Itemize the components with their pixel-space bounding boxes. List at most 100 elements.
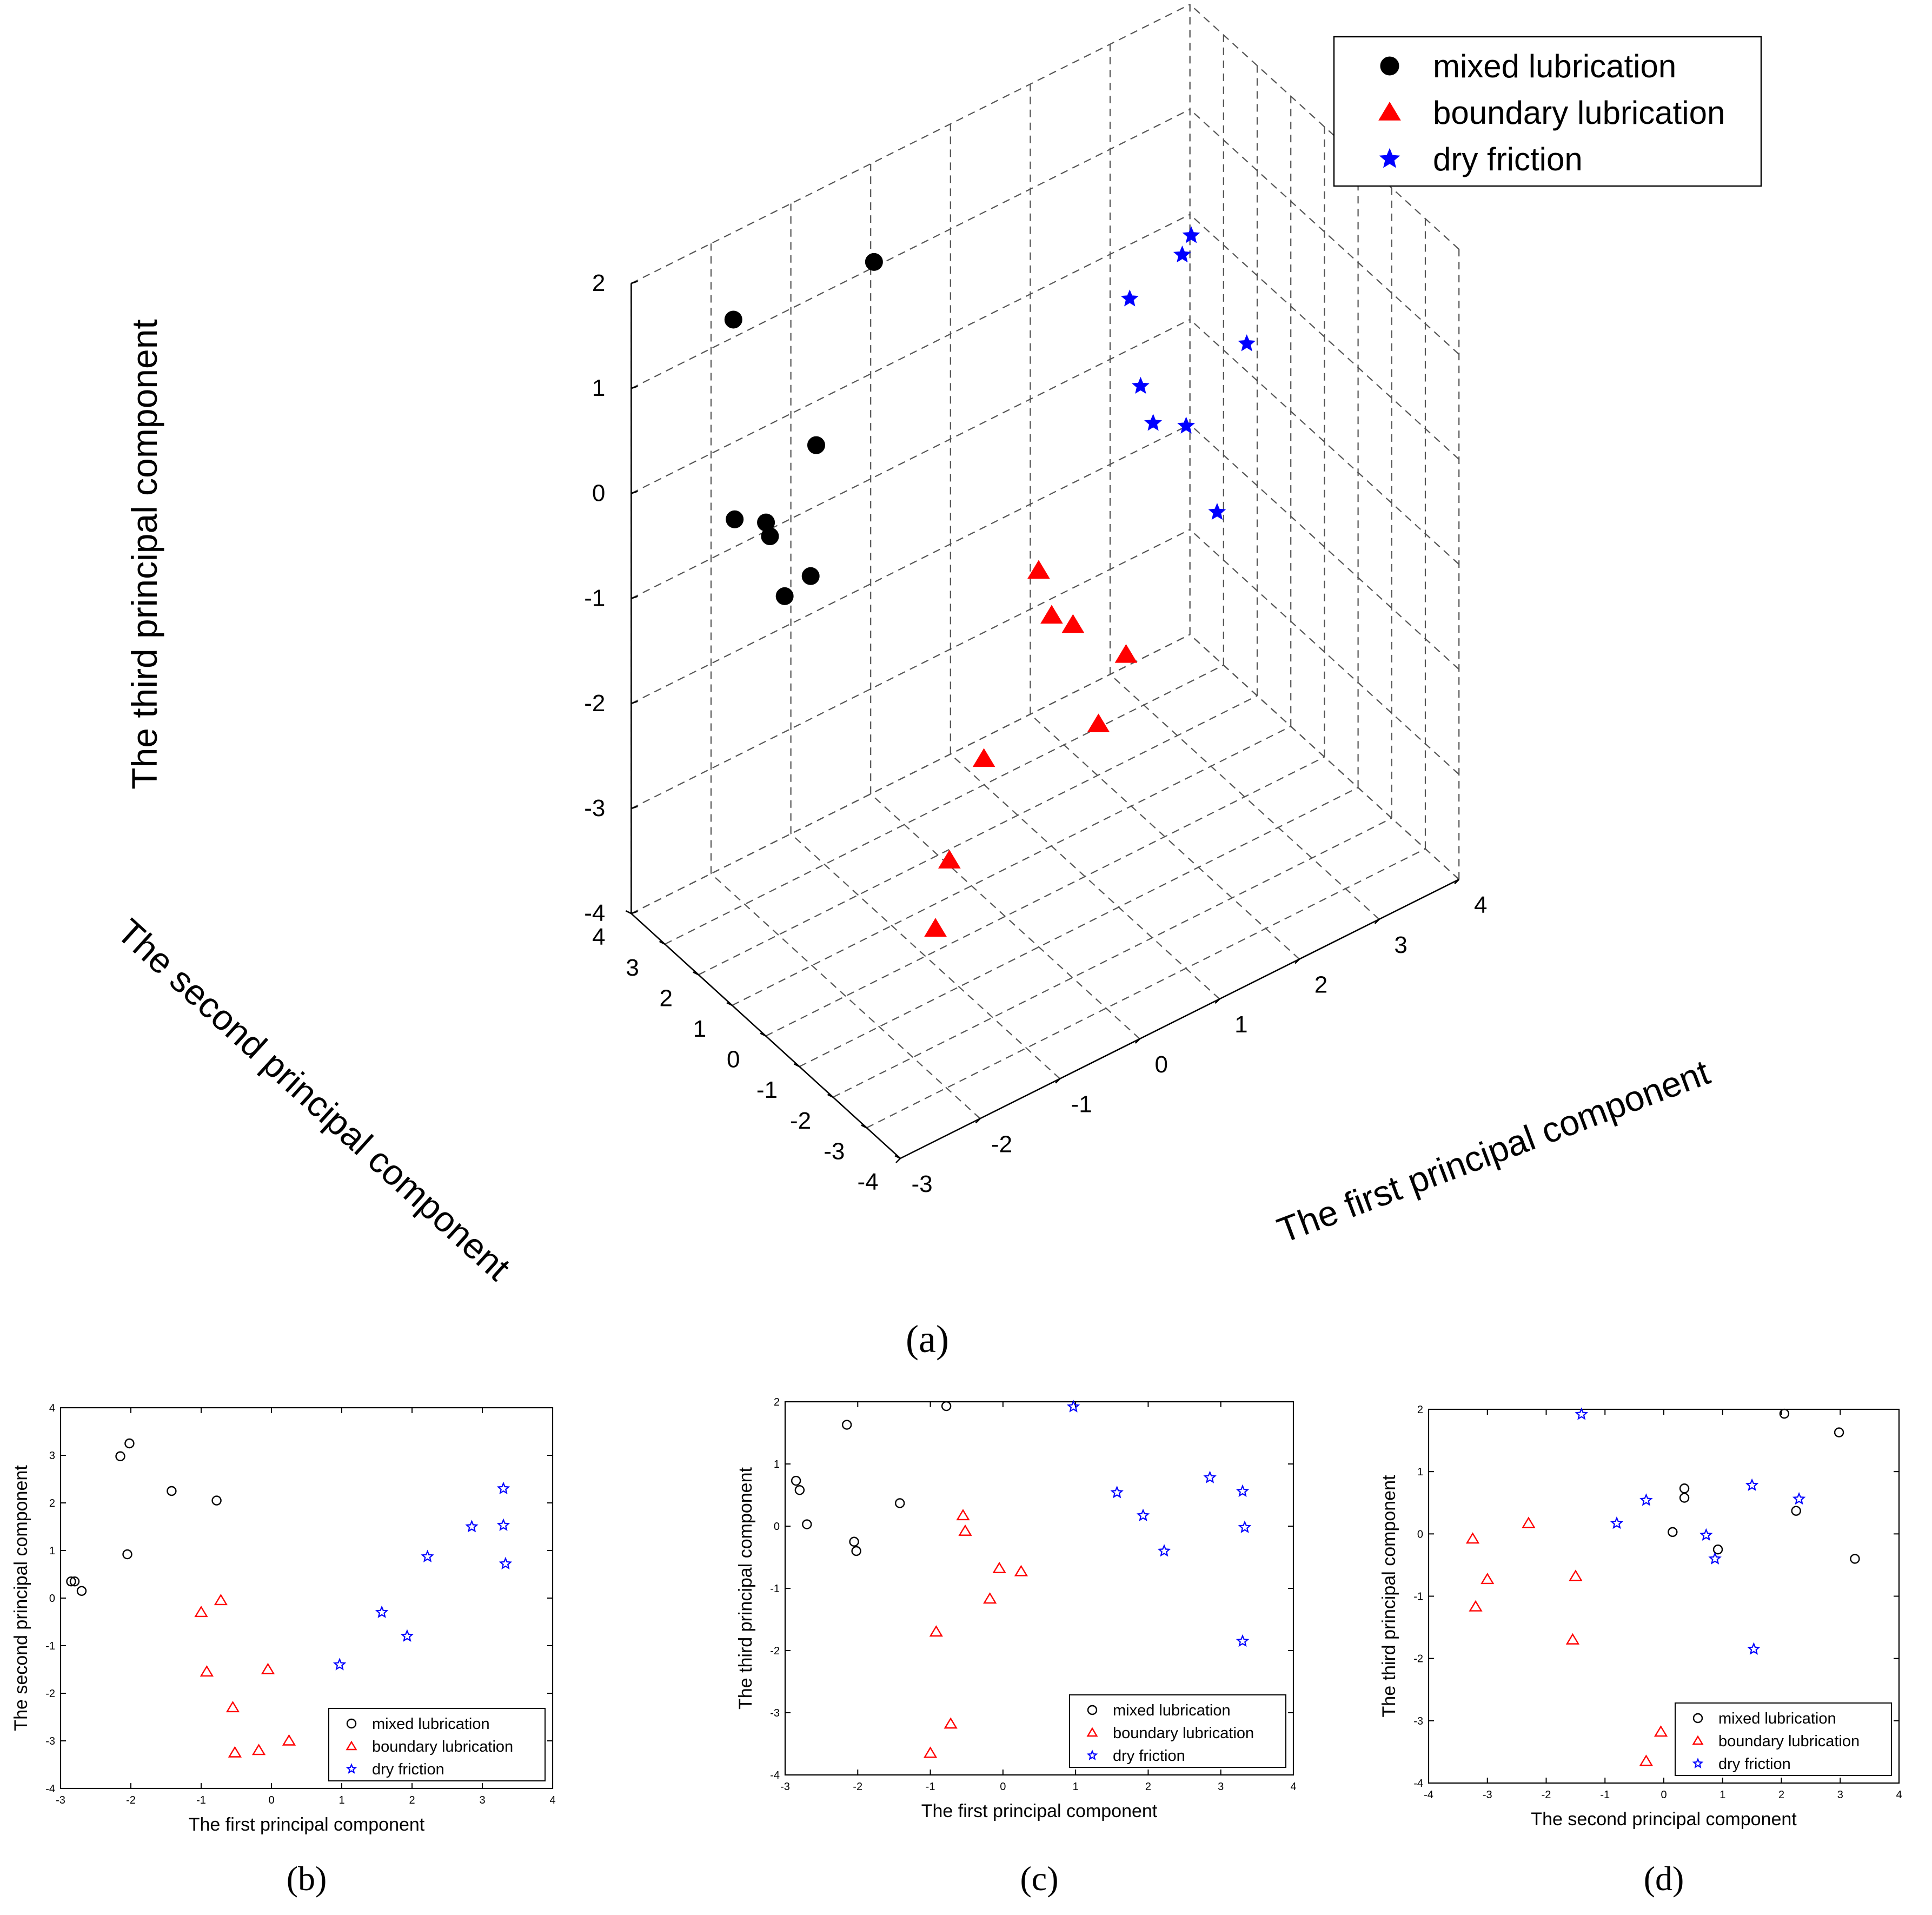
legend-c: mixed lubrication boundary lubrication dry… bbox=[1069, 1694, 1286, 1768]
data-point-boundary bbox=[923, 1746, 938, 1758]
y-tick-label: -4 bbox=[857, 1169, 878, 1195]
data-point-dry bbox=[496, 1518, 510, 1531]
data-point-boundary bbox=[200, 1665, 214, 1677]
data-point-dry bbox=[1745, 1478, 1759, 1491]
z-tick-label: -3 bbox=[584, 795, 605, 821]
data-point-dry bbox=[1173, 245, 1191, 263]
panel-label-a: (a) bbox=[906, 1317, 949, 1361]
y-tick-label: 3 bbox=[49, 1450, 55, 1462]
y-tick-label: -3 bbox=[45, 1735, 55, 1747]
x-tick-label: 0 bbox=[1661, 1789, 1667, 1801]
x-tick-label: 2 bbox=[409, 1794, 415, 1806]
data-point-mixed bbox=[941, 1401, 952, 1412]
x-tick-label: 4 bbox=[1474, 892, 1487, 918]
data-point-mixed bbox=[211, 1495, 222, 1506]
data-point-mixed bbox=[124, 1438, 135, 1449]
z-tick bbox=[630, 910, 638, 915]
legend-box bbox=[1333, 36, 1762, 187]
series-dry bbox=[1120, 226, 1256, 520]
y-tick-label: 2 bbox=[660, 985, 673, 1011]
x-tick-label: -1 bbox=[1071, 1091, 1092, 1118]
data-point-dry bbox=[1136, 1508, 1150, 1521]
data-point-dry bbox=[1236, 1634, 1250, 1647]
gridline bbox=[1189, 319, 1459, 565]
data-point-dry bbox=[1747, 1642, 1761, 1655]
legend-label-boundary: boundary lubrication bbox=[1433, 95, 1725, 131]
x-tick-label: -2 bbox=[853, 1781, 862, 1793]
data-point-dry bbox=[1208, 502, 1226, 520]
x-tick-label: 2 bbox=[1778, 1789, 1784, 1801]
x-tick-label: 3 bbox=[1837, 1789, 1843, 1801]
x-tick-label: -2 bbox=[126, 1794, 136, 1806]
series-boundary bbox=[924, 560, 1138, 937]
data-point-mixed bbox=[1834, 1427, 1844, 1437]
gridline bbox=[665, 664, 1224, 945]
x-tick-label: 4 bbox=[1290, 1781, 1296, 1793]
data-point-mixed bbox=[865, 253, 883, 271]
legend-label-mixed: mixed lubrication bbox=[1113, 1702, 1231, 1719]
panel-label: (c) bbox=[1020, 1859, 1058, 1898]
x-tick-label: -2 bbox=[1542, 1789, 1551, 1801]
data-point-boundary bbox=[1114, 644, 1138, 663]
y-tick-label: 1 bbox=[693, 1016, 706, 1042]
data-point-mixed bbox=[775, 587, 794, 605]
y-tick-label: 3 bbox=[626, 955, 639, 981]
data-point-boundary bbox=[228, 1746, 242, 1758]
x-tick-label: 4 bbox=[549, 1794, 555, 1806]
gridline bbox=[833, 817, 1392, 1098]
legend-marker-mixed bbox=[1692, 1713, 1703, 1724]
data-point-boundary bbox=[1569, 1569, 1583, 1581]
panel-label: (d) bbox=[1644, 1859, 1684, 1898]
gridline bbox=[870, 793, 1140, 1039]
y-tick-label: -3 bbox=[770, 1707, 780, 1719]
x-tick-label: 2 bbox=[1314, 972, 1327, 998]
gridline bbox=[630, 109, 1191, 389]
y-tick-label: -1 bbox=[756, 1077, 778, 1103]
y-tick-label: 4 bbox=[49, 1402, 55, 1414]
legend-marker-dry bbox=[1379, 148, 1400, 168]
data-point-boundary bbox=[1027, 560, 1050, 579]
x-tick-label: 1 bbox=[338, 1794, 344, 1806]
z-tick bbox=[630, 491, 638, 494]
x-tick-label: -3 bbox=[911, 1171, 932, 1197]
data-point-dry bbox=[499, 1556, 513, 1570]
x-tick-label: -3 bbox=[56, 1794, 65, 1806]
legend-label-boundary: boundary lubrication bbox=[1113, 1725, 1254, 1742]
legend-box bbox=[1069, 1694, 1286, 1768]
legend-label-dry: dry friction bbox=[372, 1761, 444, 1778]
x-tick-label: -1 bbox=[1600, 1789, 1610, 1801]
x-tick-labels: -4 -3 -2 -1 0 1 2 3 4 bbox=[1424, 1409, 1902, 1801]
data-point-boundary bbox=[1014, 1565, 1028, 1576]
data-point-boundary bbox=[1480, 1573, 1495, 1585]
data-point-dry bbox=[1708, 1552, 1722, 1565]
legend-box bbox=[328, 1708, 546, 1781]
data-point-dry bbox=[1110, 1486, 1124, 1499]
gridline bbox=[799, 787, 1359, 1068]
x-tick bbox=[975, 1118, 981, 1124]
series-dry bbox=[1575, 1407, 1806, 1655]
x-tick-label: -1 bbox=[926, 1781, 935, 1793]
data-point-mixed bbox=[167, 1486, 177, 1496]
legend-label-mixed: mixed lubrication bbox=[1718, 1710, 1836, 1727]
y-tick-label: 1 bbox=[49, 1545, 55, 1557]
series-dry bbox=[333, 1481, 513, 1671]
x-tick-labels: -3 -2 -1 0 1 2 3 4 bbox=[895, 879, 1487, 1197]
data-point-boundary bbox=[194, 1606, 208, 1618]
legend-label-dry: dry friction bbox=[1718, 1755, 1791, 1773]
x-tick-label: -3 bbox=[780, 1781, 790, 1793]
data-point-dry bbox=[1238, 1520, 1252, 1533]
data-point-dry bbox=[1157, 1544, 1171, 1557]
data-point-dry bbox=[1182, 226, 1200, 243]
z-tick bbox=[630, 280, 638, 284]
y-tick-label: 1 bbox=[1417, 1466, 1423, 1478]
data-point-dry bbox=[1144, 414, 1163, 431]
data-point-mixed bbox=[1679, 1483, 1690, 1494]
y-tick-label: -2 bbox=[45, 1688, 55, 1700]
legend-label-boundary: boundary lubrication bbox=[1718, 1733, 1860, 1750]
z-tick-label: -1 bbox=[584, 585, 605, 612]
data-point-dry bbox=[1177, 416, 1196, 434]
data-point-dry bbox=[421, 1549, 434, 1562]
